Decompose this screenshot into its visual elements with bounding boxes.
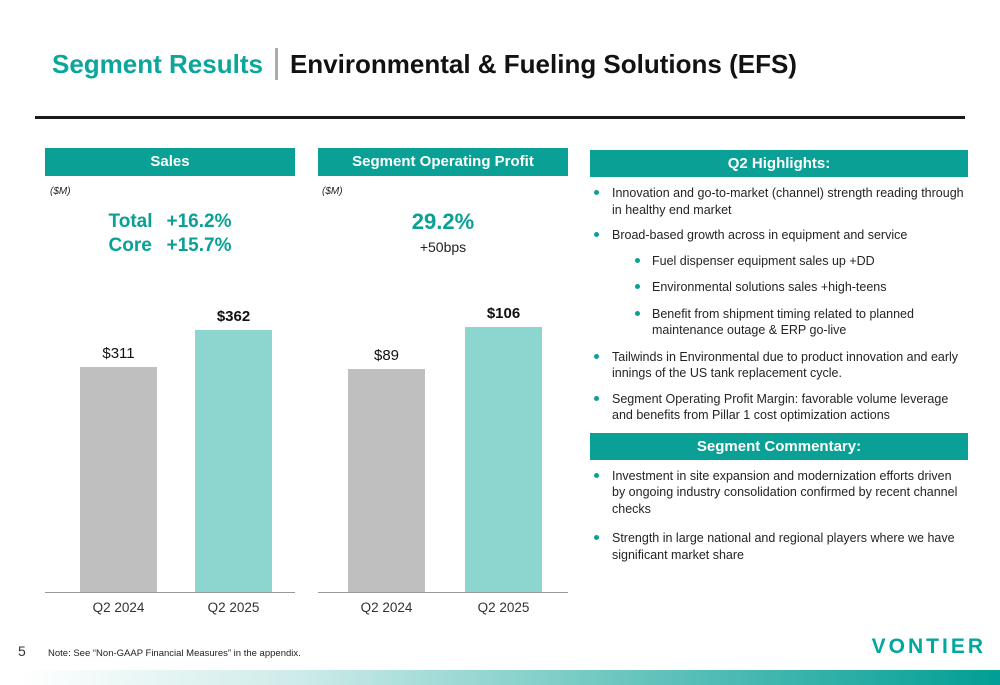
bullet-dot [635,284,640,289]
commentary-text: Investment in site expansion and moderni… [612,468,958,516]
highlight-sub-bullet: Fuel dispenser equipment sales up +DD [630,253,968,270]
profit-value-q2-2025: $106 [486,305,521,322]
sales-category-q2-2024: Q2 2024 [92,600,145,615]
commentary-text: Strength in large national and regional … [612,531,955,562]
sales-bar-chart: $311 $362 Q2 2024 Q2 2025 [45,308,295,615]
highlight-sub-bullet: Environmental solutions sales +high-teen… [630,279,968,296]
segment-commentary-list: Investment in site expansion and moderni… [590,468,968,564]
sales-panel-header: Sales [45,148,295,176]
profit-bar-chart: $89 $106 Q2 2024 Q2 2025 [318,305,568,615]
bullet-dot [594,353,599,359]
vontier-logo: VONTIER [871,635,986,658]
q2-highlights-header: Q2 Highlights: [590,150,968,177]
profit-bar-group-q2-2025: $106 [465,305,542,592]
profit-bar-group-q2-2024: $89 [348,347,425,592]
sales-value-q2-2025: $362 [216,308,251,325]
highlight-bullet: Tailwinds in Environmental due to produc… [590,349,968,382]
sales-total-label: Total [108,211,153,232]
bullet-dot [635,310,640,316]
page-number: 5 [18,643,26,659]
sales-bar-q2-2024 [80,367,157,592]
bullet-dot [635,257,640,263]
highlight-sub-bullet: Benefit from shipment timing related to … [630,306,968,339]
profit-margin-delta: +50bps [419,239,467,255]
footnote: Note: See “Non-GAAP Financial Measures” … [48,648,301,659]
commentary-bullet: Investment in site expansion and moderni… [590,468,968,518]
sales-total-value: +16.2% [166,211,232,232]
profit-margin-metrics: 29.2% +50bps [318,209,568,255]
profit-category-q2-2025: Q2 2025 [477,600,530,615]
right-panel: Q2 Highlights: Innovation and go-to-mark… [590,150,968,576]
bullet-dot [594,395,599,401]
profit-category-q2-2024: Q2 2024 [360,600,413,615]
commentary-bullet: Strength in large national and regional … [590,530,968,563]
sales-unit-label: ($M) [50,186,71,197]
profit-unit-label: ($M) [322,186,343,197]
sales-bar-group-q2-2025: $362 [195,308,272,592]
highlight-text: Innovation and go-to-market (channel) st… [612,186,964,217]
sales-value-q2-2024: $311 [102,345,135,362]
highlight-text: Fuel dispenser equipment sales up +DD [652,253,875,268]
profit-margin-percent: 29.2% [411,209,475,234]
highlight-text: Tailwinds in Environmental due to produc… [612,349,959,381]
highlight-bullet: Broad-based growth across in equipment a… [590,227,968,244]
sales-growth-metrics: Total +16.2% Core +15.7% [45,210,295,259]
sales-core-value: +15.7% [166,235,232,257]
bullet-dot [594,535,599,540]
highlight-text: Broad-based growth across in equipment a… [612,228,908,242]
segment-commentary-header: Segment Commentary: [590,432,968,460]
bottom-gradient-bar [0,670,1000,685]
profit-bar-q2-2025 [465,327,542,592]
sales-bar-q2-2025 [195,330,272,592]
title-rule [35,116,965,119]
highlight-bullet: Innovation and go-to-market (channel) st… [590,185,968,218]
title-segment-results: Segment Results [52,48,263,79]
title-segment-name: Environmental & Fueling Solutions (EFS) [289,48,797,79]
title-divider [274,48,278,80]
highlight-bullet: Segment Operating Profit Margin: favorab… [590,391,968,424]
bullet-dot [594,190,599,195]
profit-bar-q2-2024 [348,369,425,592]
profit-value-q2-2024: $89 [373,347,400,364]
profit-panel-header: Segment Operating Profit [318,148,568,176]
highlight-text: Environmental solutions sales +high-teen… [652,280,887,294]
highlight-text: Benefit from shipment timing related to … [652,306,914,338]
sales-core-label: Core [108,235,152,257]
bullet-dot [594,232,599,237]
sales-category-q2-2025: Q2 2025 [207,600,260,615]
sales-bar-group-q2-2024: $311 [80,345,157,592]
q2-highlights-list: Innovation and go-to-market (channel) st… [590,185,968,424]
page-title: Segment Results Environmental & Fueling … [52,48,797,80]
bullet-dot [594,472,599,478]
highlight-text: Segment Operating Profit Margin: favorab… [612,391,949,423]
